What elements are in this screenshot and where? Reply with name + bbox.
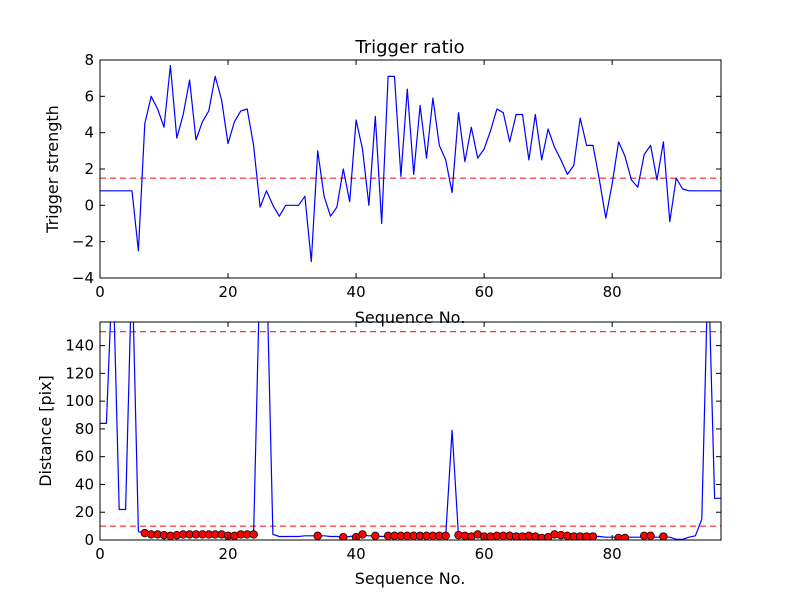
bottom-ytick-label: 140 [65, 337, 94, 355]
bottom-ytick-label: 0 [84, 531, 94, 549]
top-xtick-label: 0 [95, 283, 105, 301]
top-ytick-label: 2 [84, 160, 94, 178]
bottom-ytick-label: 60 [75, 448, 94, 466]
bottom-ytick-label: 120 [65, 364, 94, 382]
bottom-xtick-label: 0 [95, 545, 105, 563]
bottom-xtick-label: 60 [475, 545, 494, 563]
top-xtick-label: 60 [475, 283, 494, 301]
bottom-marker-point [249, 530, 258, 539]
bottom-marker-point [588, 532, 598, 540]
bottom-marker-point [358, 530, 367, 539]
top-ytick-label: −2 [72, 233, 94, 251]
top-ytick-label: −4 [72, 269, 94, 287]
bottom-ylabel: Distance [pix] [36, 375, 55, 487]
top-xtick-label: 40 [347, 283, 366, 301]
bottom-marker-point [339, 533, 348, 540]
top-title: Trigger ratio [354, 37, 464, 58]
top-series-line [100, 64, 721, 263]
bottom-panel: 0 20 40 60 80 0 20 40 60 80 100 120 140 Sequence No.… [36, 321, 722, 588]
bottom-xlabel: Sequence No. [355, 569, 466, 588]
bottom-ytick-label: 20 [75, 503, 94, 521]
top-xlabel: Sequence No. [355, 308, 466, 327]
bottom-ytick-label: 100 [65, 392, 94, 410]
bottom-axes-frame [99, 321, 722, 541]
bottom-xtick-label: 80 [603, 545, 622, 563]
top-ticks: 0 20 40 60 80 −4 −2 0 2 4 6 8 [72, 51, 721, 301]
bottom-marker-point [313, 531, 322, 540]
bottom-xtick-label: 20 [218, 545, 237, 563]
top-ytick-label: 0 [84, 196, 94, 214]
bottom-ticks: 0 20 40 60 80 0 20 40 60 80 100 120 140 [65, 322, 721, 563]
bottom-ytick-label: 40 [75, 475, 94, 493]
top-xtick-label: 20 [218, 283, 237, 301]
bottom-plot-area [100, 322, 721, 540]
bottom-ytick-label: 80 [75, 420, 94, 438]
bottom-marker-point [371, 531, 380, 540]
top-plot-area [100, 64, 721, 263]
bottom-clip-group [100, 322, 721, 540]
top-ytick-label: 4 [84, 124, 94, 142]
top-clip-group [100, 64, 721, 263]
bottom-marker-point [646, 531, 655, 540]
bottom-marker-point [620, 533, 630, 540]
bottom-marker-point [659, 532, 668, 540]
top-xtick-label: 80 [603, 283, 622, 301]
bottom-xtick-label: 40 [347, 545, 366, 563]
top-ylabel: Trigger strength [43, 105, 62, 234]
top-ytick-label: 8 [84, 51, 94, 69]
top-ytick-label: 6 [84, 87, 94, 105]
bottom-marker-point [441, 531, 450, 540]
